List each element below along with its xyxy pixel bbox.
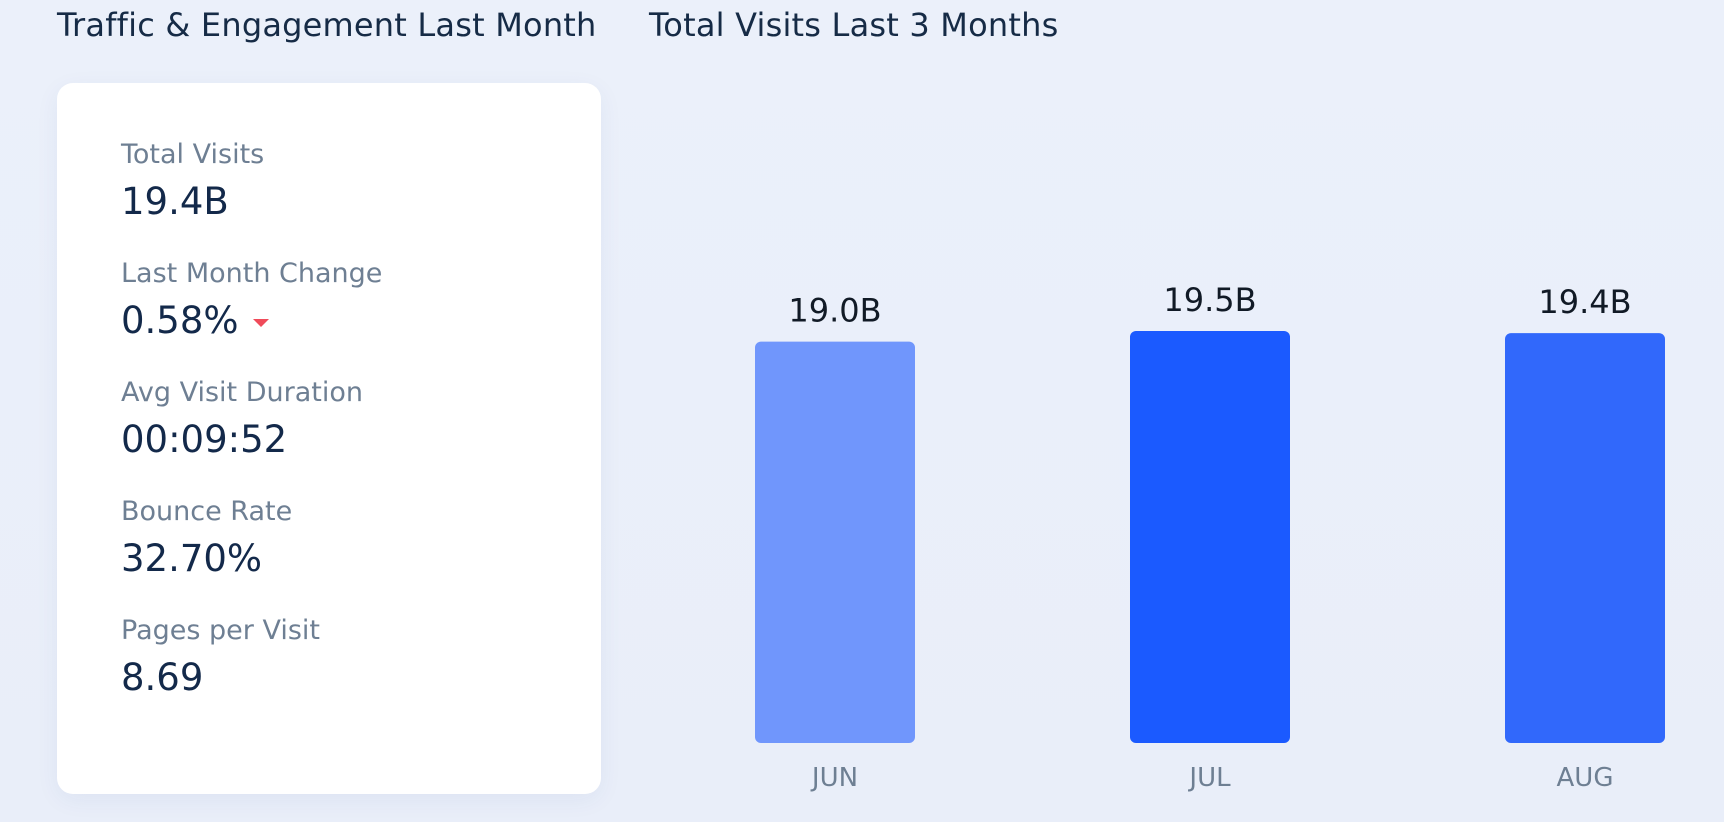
bar-jun[interactable] [755, 341, 915, 743]
metric-label: Last Month Change [121, 258, 383, 289]
engagement-metrics-card: Total Visits 19.4B Last Month Change 0.5… [57, 83, 601, 794]
metric-label: Bounce Rate [121, 496, 293, 527]
metric-label: Pages per Visit [121, 615, 320, 646]
bar-jul[interactable] [1130, 331, 1290, 743]
metric-value-text: 19.4B [121, 180, 229, 223]
metric-value: 0.58% [121, 300, 382, 342]
total-visits-bar-chart: 19.0B JUN 19.5B JUL 19.4B AUG [700, 180, 1724, 822]
metric-pages-per-visit: Pages per Visit 8.69 [121, 615, 320, 699]
metric-value: 8.69 [121, 657, 320, 699]
metric-value: 32.70% [121, 538, 292, 580]
x-tick-label: JUN [810, 763, 858, 793]
metric-value: 00:09:52 [121, 419, 363, 461]
metric-value: 19.4B [121, 181, 264, 223]
bar-chart-svg: 19.0B JUN 19.5B JUL 19.4B AUG [755, 281, 1665, 793]
bar-value-label: 19.0B [788, 292, 881, 330]
metric-value-text: 8.69 [121, 656, 204, 699]
metric-bounce-rate: Bounce Rate 32.70% [121, 496, 292, 580]
metric-total-visits: Total Visits 19.4B [121, 139, 264, 223]
metric-value-text: 32.70% [121, 537, 263, 580]
metric-label: Total Visits [121, 139, 265, 170]
traffic-engagement-title: Traffic & Engagement Last Month [57, 6, 597, 44]
metric-label: Avg Visit Duration [121, 377, 363, 408]
x-tick-label: JUL [1187, 763, 1231, 793]
total-visits-chart-title: Total Visits Last 3 Months [649, 6, 1059, 44]
bar-value-label: 19.4B [1538, 283, 1631, 321]
trend-down-icon [252, 319, 269, 327]
metric-last-month-change: Last Month Change 0.58% [121, 258, 382, 342]
metric-value-text: 00:09:52 [121, 418, 288, 461]
bar-aug[interactable] [1505, 333, 1665, 743]
metric-value-text: 0.58% [121, 299, 239, 342]
x-tick-label: AUG [1557, 763, 1614, 793]
metric-avg-visit-duration: Avg Visit Duration 00:09:52 [121, 377, 363, 461]
bar-value-label: 19.5B [1163, 281, 1256, 319]
